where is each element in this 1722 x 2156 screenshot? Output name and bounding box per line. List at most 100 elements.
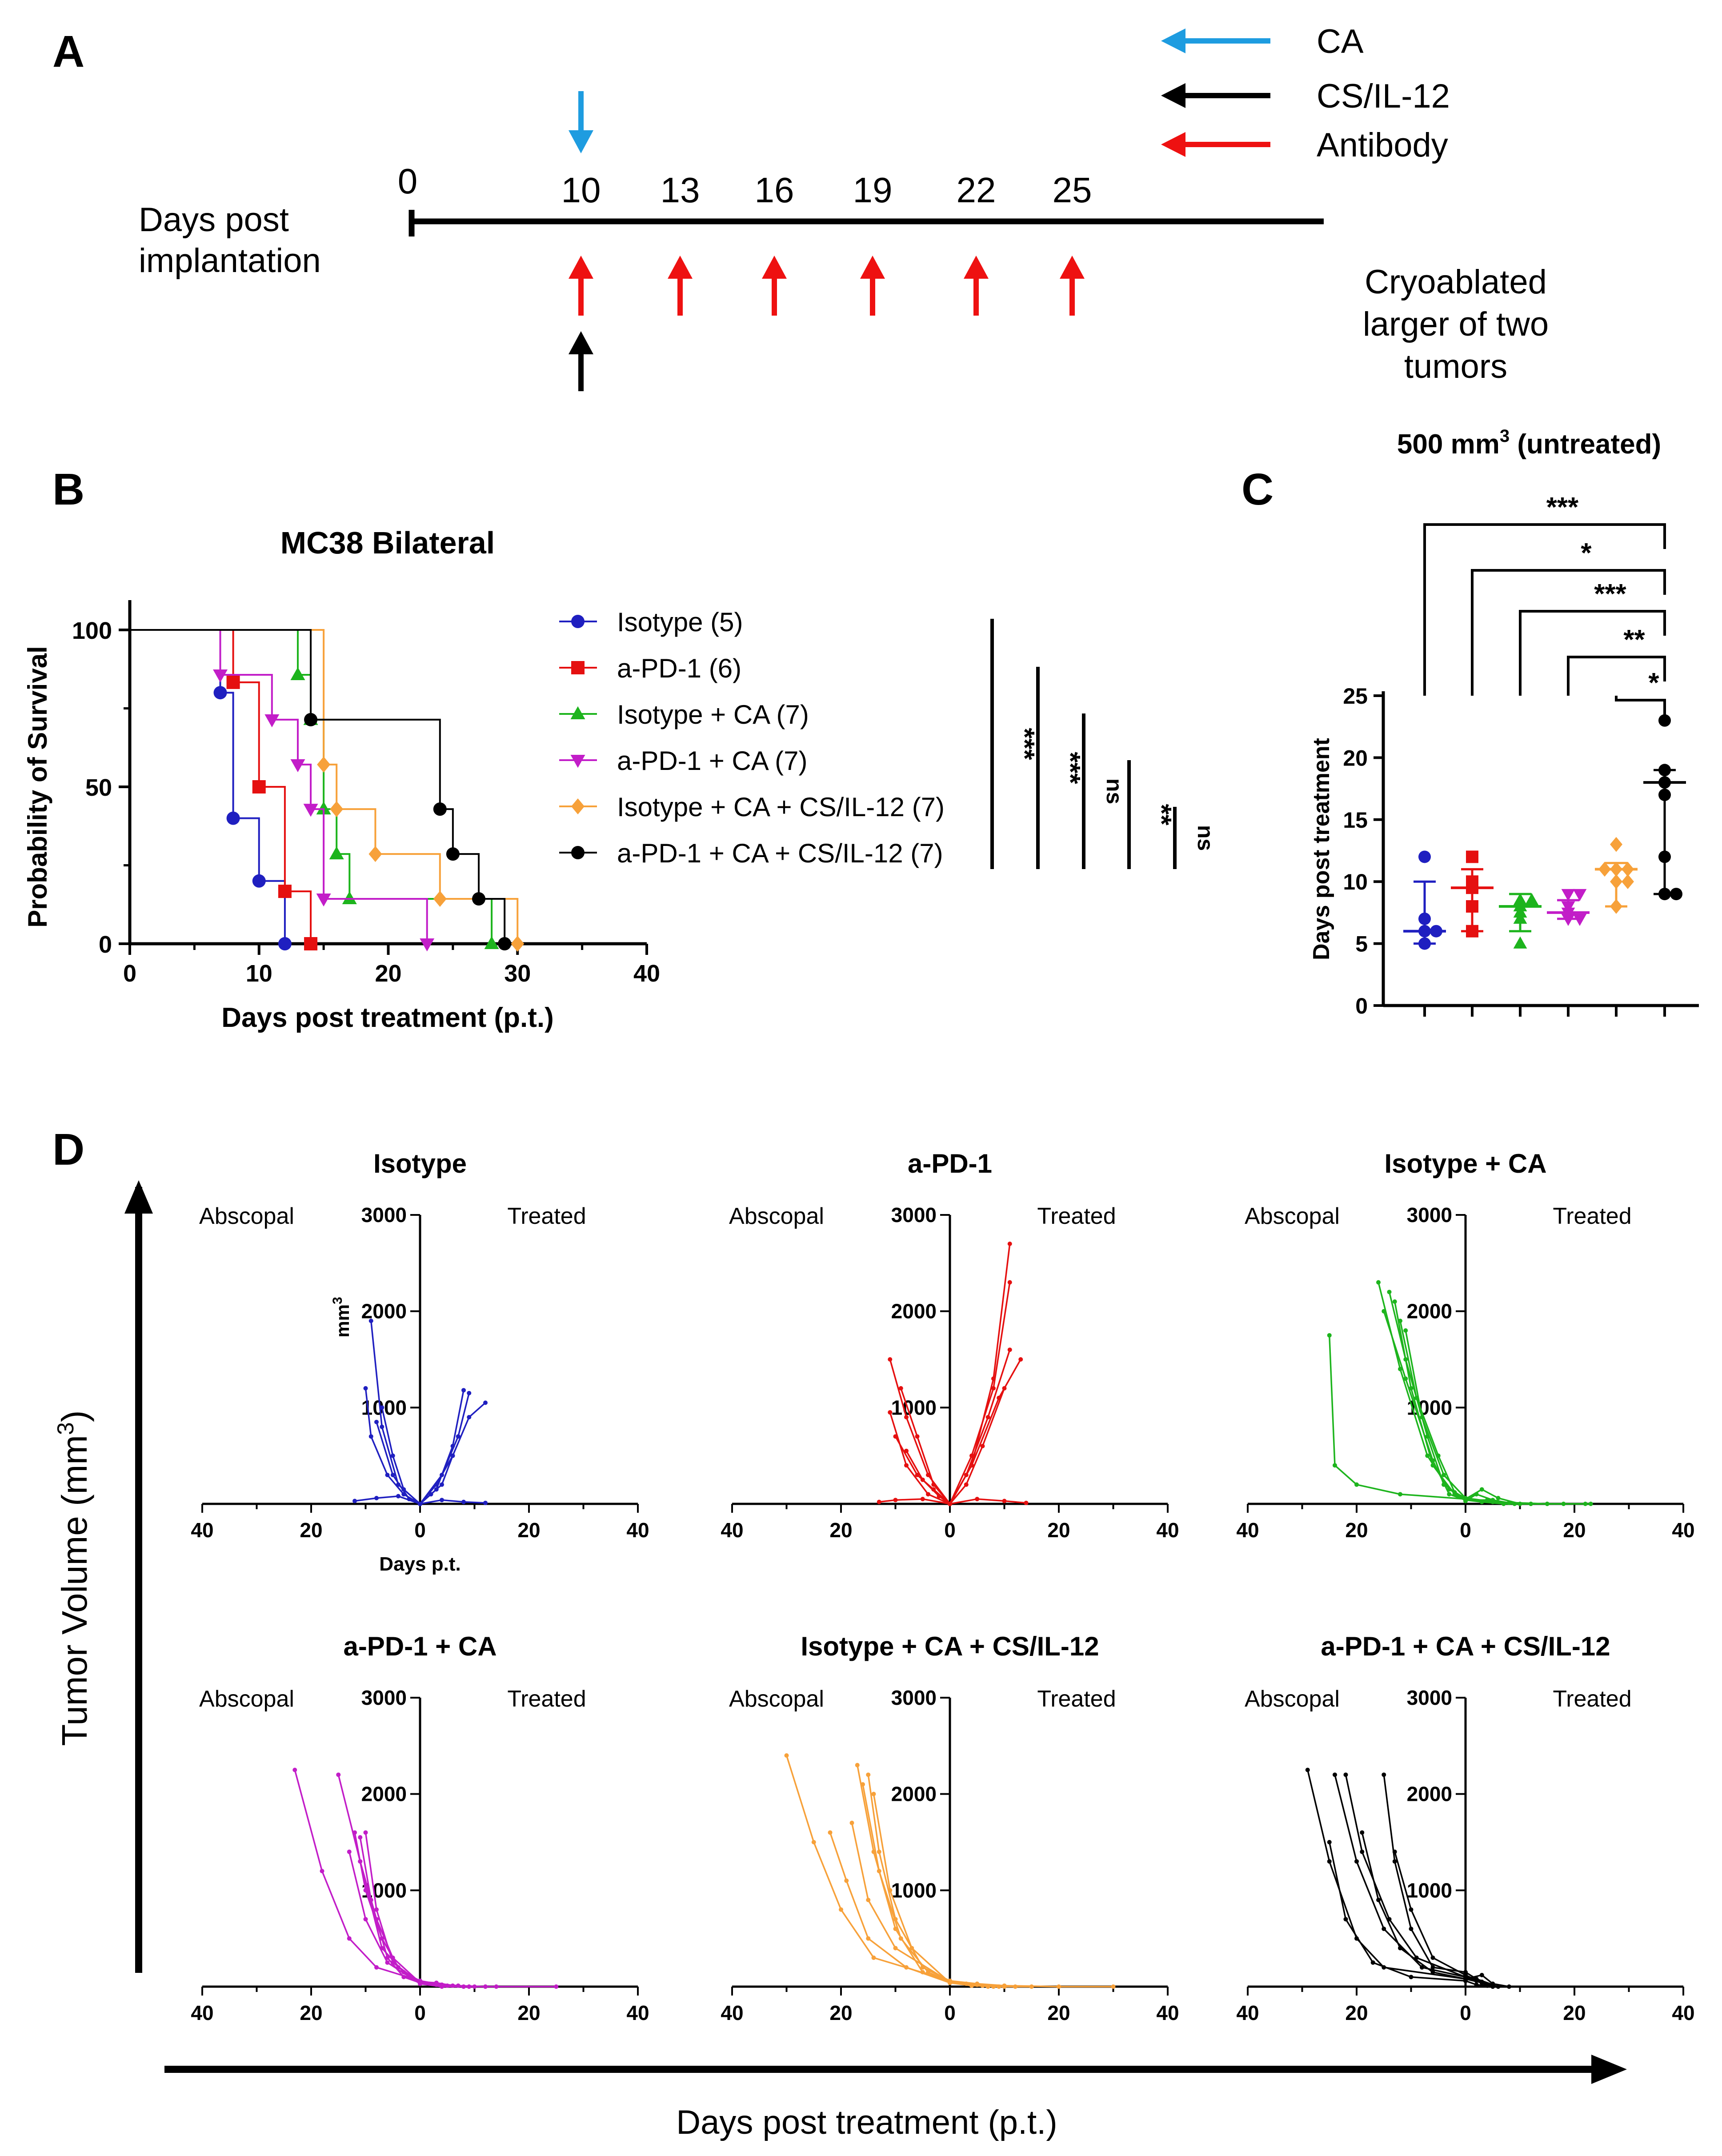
survival-point	[329, 846, 344, 860]
survival-sig-label-2: ns	[1102, 778, 1127, 804]
survival-legend-label-3: a-PD-1 + CA (7)	[617, 746, 807, 776]
dotplot-point	[1658, 776, 1671, 789]
spider-treated-line-4	[420, 1499, 486, 1505]
spider-treated-point	[975, 1497, 980, 1502]
spider-abscopal-line-5	[1405, 1330, 1466, 1499]
survival-point	[304, 713, 318, 726]
spider-x-tick-label: 20	[517, 1519, 540, 1542]
spider-treated-line-0	[419, 1402, 486, 1505]
survival-x-tick-label-20: 20	[375, 960, 401, 987]
survival-legend-marker-3	[570, 755, 585, 768]
spider-abscopal-point	[1442, 1473, 1446, 1477]
spider-treated-point	[1545, 1502, 1550, 1506]
dotplot-point	[1561, 914, 1575, 926]
spider-abscopal-point	[390, 1473, 395, 1477]
spider-abscopal-point	[1327, 1859, 1332, 1864]
spider-y-tick-label: 1000	[1407, 1879, 1452, 1902]
spider-abscopal-point	[871, 1791, 876, 1796]
legend-arrow-1-head	[1161, 83, 1185, 108]
spider-treated-point	[467, 1415, 472, 1419]
timeline-axis-label-line2: implantation	[139, 242, 321, 280]
survival-legend-label-1: a-PD-1 (6)	[617, 653, 741, 683]
spider-abscopal-point	[1392, 1859, 1397, 1864]
survival-point	[446, 847, 460, 861]
survival-point	[252, 874, 266, 888]
spider-y-tick-label: 1000	[891, 1396, 937, 1419]
spider-panel-title-3: a-PD-1 + CA	[343, 1631, 497, 1661]
spider-abscopal-point	[904, 1415, 909, 1419]
spider-treated-label-5: Treated	[1553, 1686, 1631, 1712]
spider-treated-point	[483, 1400, 488, 1405]
spider-treated-point	[418, 1980, 422, 1985]
survival-y-tick-label-100: 100	[72, 617, 112, 644]
panel-letter-d: D	[52, 1125, 84, 1174]
spider-abscopal-line-4	[348, 1851, 420, 1984]
spider-y-tick-label: 3000	[1407, 1686, 1452, 1709]
spider-abscopal-point	[1392, 1299, 1397, 1304]
legend-arrow-0-head	[1161, 28, 1185, 53]
dotplot-point	[1466, 900, 1478, 913]
spider-abscopal-label-1: Abscopal	[729, 1203, 824, 1229]
spider-abscopal-label-2: Abscopal	[1245, 1203, 1340, 1229]
spider-treated-point	[440, 1482, 444, 1487]
spider-x-tick-label: 40	[626, 1519, 649, 1542]
spider-treated-point	[1463, 1973, 1468, 1977]
spider-abscopal-label-3: Abscopal	[199, 1686, 294, 1712]
survival-point	[330, 801, 344, 818]
spider-x-tick-label: 40	[191, 2001, 213, 2024]
spider-abscopal-point	[1430, 1970, 1435, 1975]
spider-abscopal-line-5	[851, 1823, 950, 1983]
spider-y-tick-label: 3000	[891, 1686, 937, 1709]
dotplot-point	[1610, 862, 1622, 877]
dotplot-title-suffix: (untreated)	[1510, 429, 1661, 460]
dotplot-bracket-0	[1423, 523, 1666, 696]
spider-treated-line-5	[949, 1498, 1026, 1505]
survival-legend-marker-4	[571, 798, 585, 814]
spider-abscopal-point	[1430, 1956, 1435, 1960]
spider-abscopal-line-2	[889, 1412, 950, 1505]
spider-treated-point	[467, 1391, 472, 1395]
spider-abscopal-point	[871, 1956, 876, 1960]
dotplot-bracket-2	[1519, 610, 1666, 696]
survival-point	[317, 756, 331, 773]
spider-x-tick-label: 40	[1156, 2001, 1179, 2024]
dotplot-point	[1418, 925, 1431, 938]
spider-abscopal-point	[358, 1835, 363, 1840]
survival-point	[368, 846, 382, 862]
spider-x-tick-label: 20	[300, 1519, 322, 1542]
timeline-legend-label-1: CS/IL-12	[1317, 77, 1450, 115]
spider-abscopal-point	[1409, 1907, 1414, 1912]
spider-abscopal-point	[855, 1763, 860, 1767]
antibody-arrow-1	[569, 256, 593, 316]
survival-point	[498, 937, 512, 950]
ca-arrow-head	[569, 130, 593, 153]
survival-legend-marker-0	[571, 615, 585, 628]
spider-abscopal-point	[1343, 1772, 1348, 1777]
spider-abscopal-point	[1398, 1492, 1402, 1497]
spider-abscopal-point	[844, 1878, 849, 1883]
cs-il12-arrow	[569, 331, 593, 391]
spider-treated-point	[1463, 1979, 1468, 1983]
spider-abscopal-point	[909, 1946, 914, 1951]
spider-treated-point	[1007, 1280, 1012, 1285]
timeline-axis-label-line1: Days post	[139, 201, 289, 239]
spider-abscopal-point	[893, 1498, 898, 1503]
spider-abscopal-point	[904, 1463, 909, 1468]
spider-abscopal-point	[1387, 1290, 1392, 1294]
dotplot-point	[1513, 911, 1527, 924]
dotplot-point	[1610, 837, 1622, 852]
spider-abscopal-point	[390, 1453, 395, 1458]
spider-treated-point	[418, 1502, 422, 1506]
spider-abscopal-point	[1430, 1458, 1435, 1463]
spider-x-tick-label: 40	[1236, 2001, 1259, 2024]
spider-y-tick-label: 2000	[361, 1300, 407, 1323]
spider-treated-point	[1024, 1500, 1029, 1505]
spider-x-tick-label: 0	[944, 1519, 956, 1542]
dotplot-point	[1573, 889, 1587, 902]
spider-x-tick-label: 40	[721, 1519, 743, 1542]
spider-abscopal-point	[1398, 1946, 1402, 1951]
spider-x-tick-label: 20	[829, 2001, 852, 2024]
spider-abscopal-point	[363, 1386, 368, 1391]
spider-treated-point	[1029, 1984, 1034, 1989]
